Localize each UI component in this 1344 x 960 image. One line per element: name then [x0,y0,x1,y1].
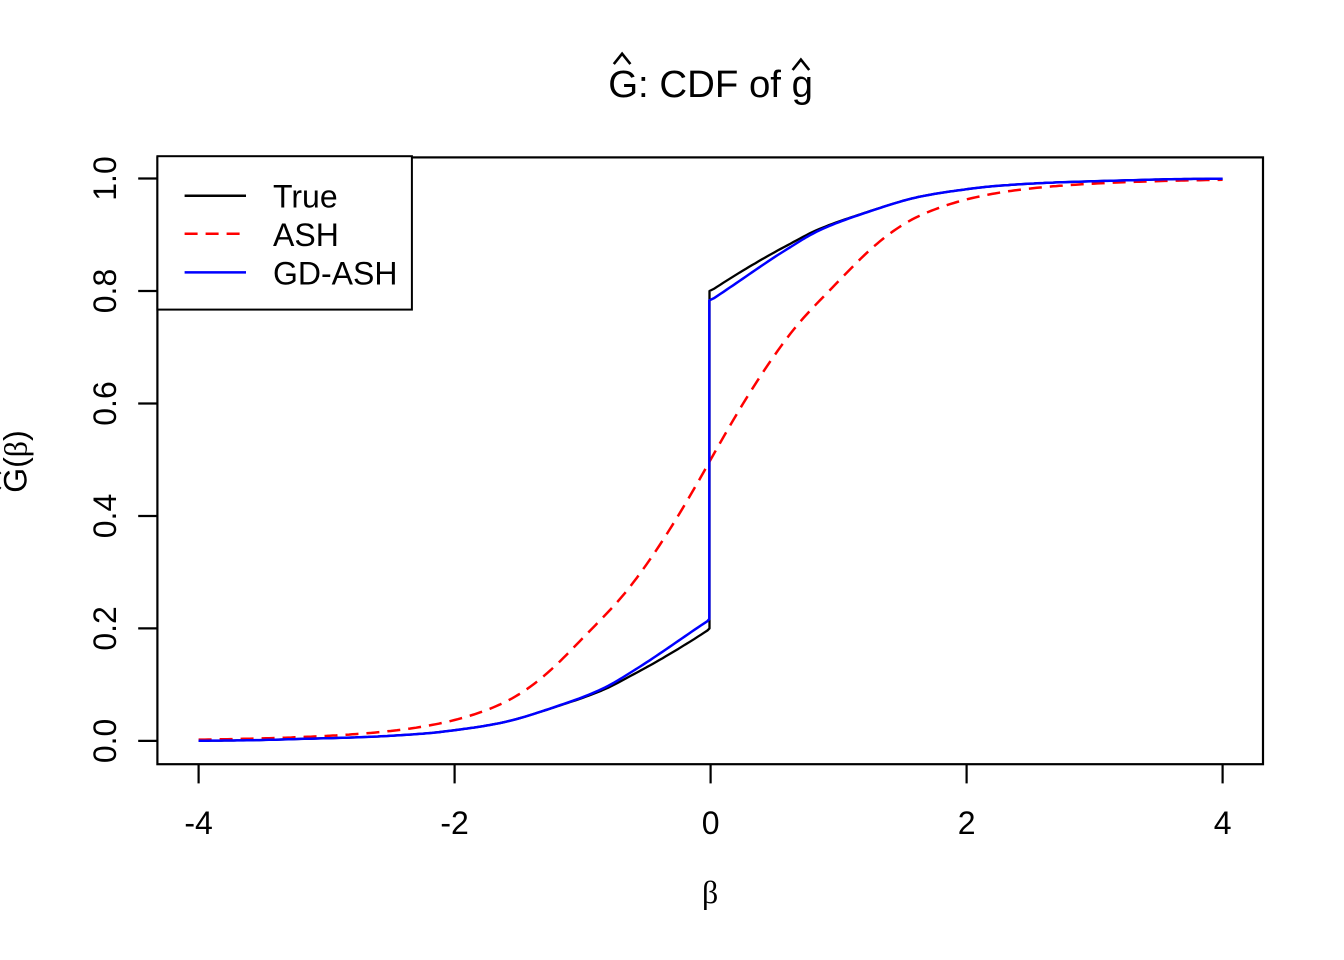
svg-text:2: 2 [958,805,976,841]
svg-text:1.0: 1.0 [87,156,123,200]
svg-text:0.2: 0.2 [87,606,123,650]
svg-text:True: True [273,179,338,215]
svg-text:-2: -2 [440,805,468,841]
svg-text:β: β [702,874,718,910]
svg-text:-4: -4 [184,805,212,841]
svg-text:0.6: 0.6 [87,381,123,425]
svg-text:0.8: 0.8 [87,269,123,313]
svg-text:0.4: 0.4 [87,494,123,538]
svg-text:G(β): G(β) [0,430,34,492]
svg-text:ASH: ASH [273,217,339,253]
svg-text:0: 0 [702,805,720,841]
svg-text:G: CDF of g: G: CDF of g [608,63,813,106]
svg-text:GD-ASH: GD-ASH [273,256,397,292]
svg-text:4: 4 [1214,805,1232,841]
svg-text:0.0: 0.0 [87,719,123,763]
